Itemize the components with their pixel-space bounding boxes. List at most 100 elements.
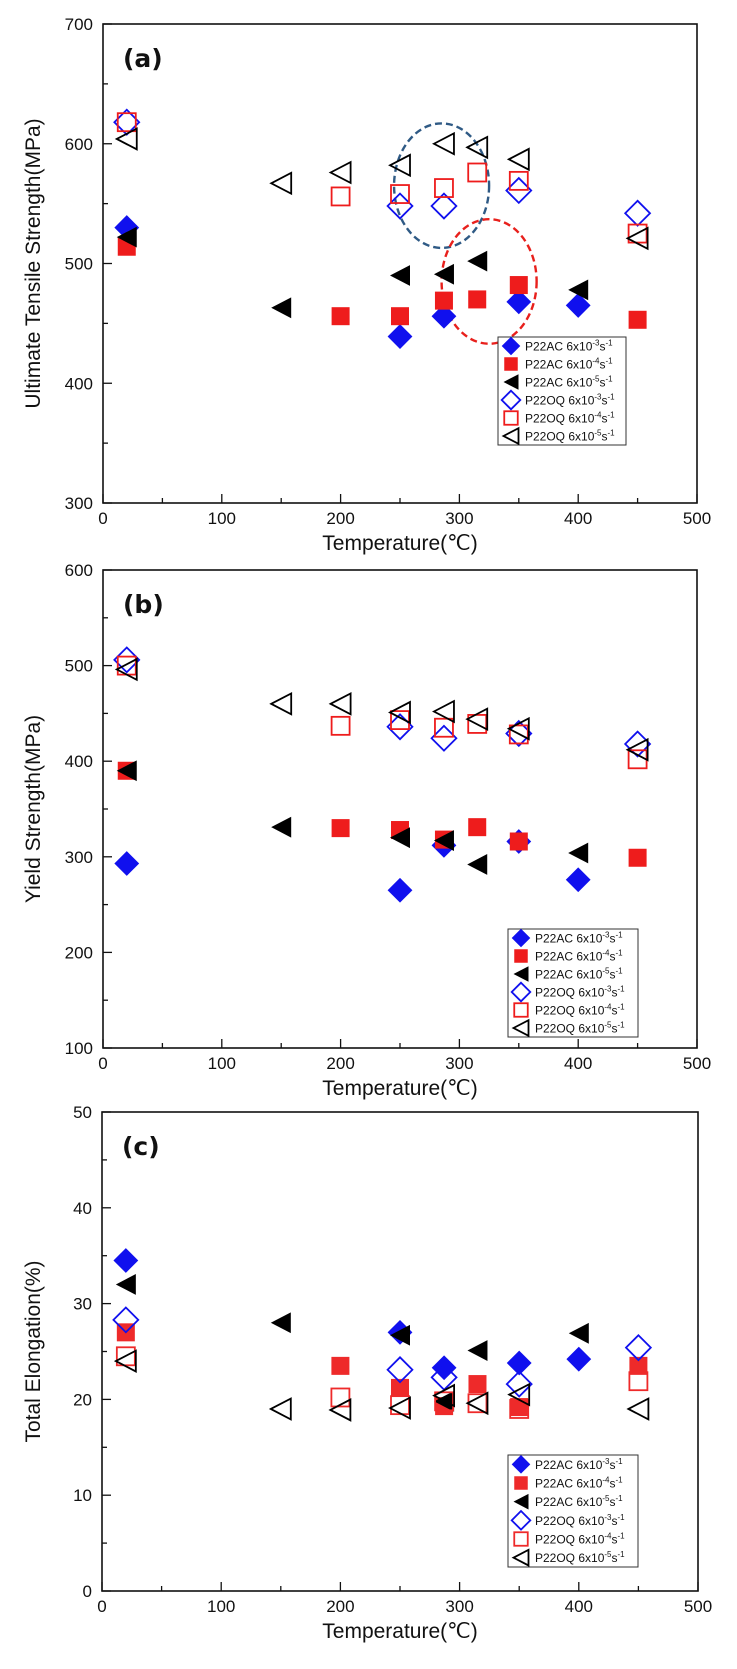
data-point: [113, 1248, 139, 1273]
legend-box: [507, 928, 639, 1038]
data-point: [114, 851, 140, 876]
legend-entry-base: P22AC 6x10: [525, 358, 593, 372]
series-p22ac-6x10-3s-1: [113, 1248, 592, 1381]
legend-marker: [511, 1455, 531, 1474]
data-point: [430, 192, 458, 220]
legend-entry: P22AC 6x10-3s-1: [525, 339, 613, 354]
data-point: [625, 226, 649, 251]
data-point: [508, 724, 529, 745]
legend-entry-unit-exponent: -1: [618, 1003, 626, 1012]
x-tick-label: 100: [208, 1054, 236, 1073]
legend-marker: [511, 1018, 530, 1038]
data-point: [331, 1356, 350, 1375]
legend-marker: [504, 357, 518, 371]
legend-entry-base: P22OQ 6x10: [525, 394, 595, 408]
data-point: [390, 1324, 410, 1346]
legend-entry-unit-exponent: -1: [616, 967, 624, 976]
legend-entry-unit-exponent: -1: [608, 393, 616, 402]
y-tick-label: 700: [65, 15, 93, 34]
data-point: [331, 819, 350, 838]
legend-marker: [514, 1476, 528, 1490]
x-tick-label: 0: [98, 509, 107, 528]
data-point: [467, 162, 488, 183]
legend-entry-unit: s: [610, 932, 616, 946]
data-point: [468, 290, 487, 309]
data-point: [268, 1397, 292, 1421]
legend-entry-unit-exponent: -1: [606, 375, 614, 384]
x-axis-label: Temperature(℃): [322, 1077, 477, 1100]
legend-entry-exponent: -3: [594, 393, 602, 402]
y-axis-label: Ultimate Tensile Strength(MPa): [22, 118, 45, 408]
legend-entry: P22AC 6x10-3s-1: [535, 931, 623, 946]
data-point: [434, 178, 454, 198]
data-point: [625, 737, 649, 762]
data-point: [432, 1383, 456, 1408]
legend-entry-exponent: -4: [594, 411, 602, 420]
legend-marker: [510, 1509, 532, 1531]
data-point: [116, 112, 137, 133]
legend-entry-exponent: -3: [602, 1457, 610, 1466]
legend-entry-base: P22AC 6x10: [535, 950, 603, 964]
legend-entry-unit: s: [602, 394, 608, 408]
x-tick-label: 0: [97, 1597, 106, 1616]
legend-marker: [500, 389, 522, 411]
legend-entry: P22OQ 6x10-5s-1: [525, 429, 615, 444]
data-point: [112, 1306, 140, 1334]
legend-entry: P22OQ 6x10-3s-1: [535, 1513, 625, 1528]
legend-entry: P22OQ 6x10-3s-1: [535, 985, 625, 1000]
legend-marker: [513, 1002, 529, 1018]
chart-panel-a: 0 100 200 300 400 500 300 400 500 600 700 Temperatu…: [22, 15, 711, 555]
data-point: [509, 832, 528, 851]
data-point: [468, 818, 487, 837]
legend-entry: P22AC 6x10-3s-1: [535, 1457, 623, 1472]
data-point: [432, 699, 455, 724]
legend-entry: P22OQ 6x10-3s-1: [525, 393, 615, 408]
data-point: [390, 827, 410, 849]
legend-entry-unit-exponent: -1: [618, 985, 626, 994]
legend-entry-unit: s: [600, 340, 606, 354]
x-tick-label: 300: [445, 1054, 473, 1073]
y-tick-label: 500: [65, 255, 93, 274]
legend-marker: [513, 1531, 529, 1547]
legend-entry-unit-exponent: -1: [618, 1550, 626, 1559]
legend-entry: P22OQ 6x10-5s-1: [535, 1550, 625, 1565]
legend-entry-unit: s: [602, 430, 608, 444]
legend-entry-exponent: -3: [604, 985, 612, 994]
y-axis-label: Total Elongation(%): [22, 1260, 45, 1442]
data-point: [434, 1391, 455, 1412]
data-point: [434, 717, 454, 738]
y-tick-label: 200: [65, 943, 93, 962]
data-point: [629, 1356, 648, 1375]
legend-entry-base: P22OQ 6x10: [525, 430, 595, 444]
data-point: [568, 1322, 589, 1344]
legend-entry-exponent: -4: [592, 357, 600, 366]
panel-label: (a): [123, 44, 163, 73]
legend-entry-unit-exponent: -1: [618, 1513, 626, 1522]
data-point: [624, 1333, 653, 1362]
data-point: [328, 160, 352, 185]
legend-entry-unit: s: [610, 950, 616, 964]
data-point: [431, 1355, 457, 1381]
legend-marker: [510, 981, 532, 1003]
legend-entry-exponent: -5: [594, 429, 602, 438]
legend-entry-base: P22AC 6x10: [525, 340, 593, 354]
legend-entry-base: P22OQ 6x10: [535, 986, 605, 1000]
x-tick-label: 200: [326, 1054, 354, 1073]
chart-panel-b: 0 100 200 300 400 500 100 200 300 400 500 600 Temper…: [22, 561, 711, 1100]
data-point: [628, 1371, 649, 1392]
data-point: [116, 226, 137, 248]
legend-entry-unit: s: [602, 412, 608, 426]
legend-entry: P22AC 6x10-5s-1: [525, 375, 613, 390]
legend-entry: P22OQ 6x10-4s-1: [535, 1532, 625, 1547]
legend-entry-exponent: -5: [602, 967, 610, 976]
data-point: [114, 657, 138, 682]
data-point: [623, 199, 652, 227]
series-p22ac-6x10-4s-1: [117, 237, 647, 329]
legend-entry-exponent: -3: [604, 1513, 612, 1522]
legend-entry-exponent: -5: [604, 1550, 612, 1559]
data-point: [467, 854, 488, 875]
legend-entry-unit-exponent: -1: [608, 429, 616, 438]
data-point: [388, 1396, 411, 1420]
data-point: [270, 1312, 291, 1334]
